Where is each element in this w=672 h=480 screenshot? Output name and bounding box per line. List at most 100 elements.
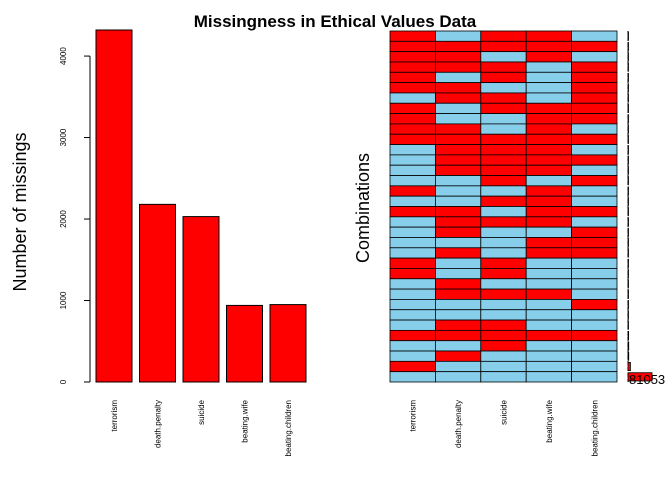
frequency-bar [627,186,629,196]
combination-cell [480,133,527,145]
combination-cell [571,340,618,352]
frequency-bar [627,269,629,279]
combination-cell [571,319,618,331]
combination-cell [434,40,482,53]
combination-cell [434,257,482,269]
frequency-bar [627,83,629,93]
combination-cell [571,360,618,373]
combination-cell [571,164,618,176]
combination-cell [571,278,618,290]
combination-cell [389,237,436,249]
combination-cell [434,102,482,114]
combination-x-tick-label: terrorism [409,400,418,432]
combination-cell [525,340,573,352]
combination-cell [389,309,436,321]
combination-cell [525,82,573,94]
combination-cell [389,299,436,311]
combination-cell [525,247,573,259]
combination-frequency-bars [627,31,653,382]
frequency-bar [627,114,629,124]
frequency-bar [627,372,653,382]
frequency-bar [627,207,629,217]
combination-cell [525,309,573,321]
combination-cell [571,40,618,53]
combination-cell [480,268,527,280]
frequency-bar [627,248,629,258]
combination-cell [434,61,482,73]
bar-x-tick-label: beating.children [284,400,293,456]
combination-cell [525,226,573,238]
combination-cell [480,340,527,352]
combination-cell [480,144,527,156]
frequency-bar [627,361,631,372]
combination-cell [389,30,436,42]
combination-cell [434,319,482,331]
combination-cell [525,40,573,53]
combination-cell [389,268,436,280]
combination-x-tick-label: suicide [500,399,509,424]
combination-cell [434,206,482,218]
combination-cell [434,299,482,311]
combination-cell [571,309,618,321]
combination-cell [525,61,573,73]
combination-cell [480,216,527,228]
combination-cell [571,123,618,135]
frequency-bar [627,62,629,72]
combination-cell [480,237,527,249]
combination-cell [480,360,527,373]
combination-cell [434,268,482,280]
frequency-bar [627,155,629,165]
combination-cell [389,371,436,383]
combination-cell [525,185,573,197]
combination-cell [525,319,573,331]
frequency-bar [627,165,629,175]
combination-cell [525,144,573,156]
combination-cell [480,309,527,321]
combination-cell [571,71,618,84]
bar-y-tick-label: 4000 [59,47,68,65]
combination-cell [434,329,482,342]
frequency-bar [627,72,629,82]
combination-cell [434,51,482,63]
frequency-bar [627,351,630,361]
combination-cell [525,268,573,280]
combination-cell [480,164,527,176]
frequency-bar [627,41,629,52]
bar-x-tick-label: terrorism [110,400,119,432]
combination-cell [389,226,436,238]
combination-cell [480,257,527,269]
combination-cell [434,278,482,290]
combination-cell [571,216,618,228]
combination-cell [389,195,436,207]
combination-cell [571,82,618,94]
combination-x-tick-label: death.penalty [454,400,463,448]
combination-cell [525,92,573,104]
bar-beating-children [269,304,307,383]
combination-cell [571,247,618,259]
combination-cell [480,40,527,53]
combination-cell [480,71,527,84]
frequency-bar [627,196,629,206]
frequency-bar [627,300,629,310]
combination-cell [434,216,482,228]
combination-cell [434,371,482,383]
combination-cell [389,144,436,156]
combinations-y-axis-label: Combinations [353,153,373,263]
combination-cell [480,278,527,290]
combination-cell [434,71,482,84]
combination-cell [480,61,527,73]
frequency-bar [627,93,629,103]
bar-y-tick-label: 2000 [59,210,68,228]
combination-cell [434,360,482,373]
combination-cell [389,340,436,352]
combination-cell [434,309,482,321]
combination-cell [389,206,436,218]
combination-cell [525,257,573,269]
combination-cell [389,278,436,290]
combination-cell [389,51,436,63]
combination-cell [434,350,482,362]
combination-cell [434,30,482,42]
combination-cell [525,30,573,42]
combination-cell [525,123,573,135]
